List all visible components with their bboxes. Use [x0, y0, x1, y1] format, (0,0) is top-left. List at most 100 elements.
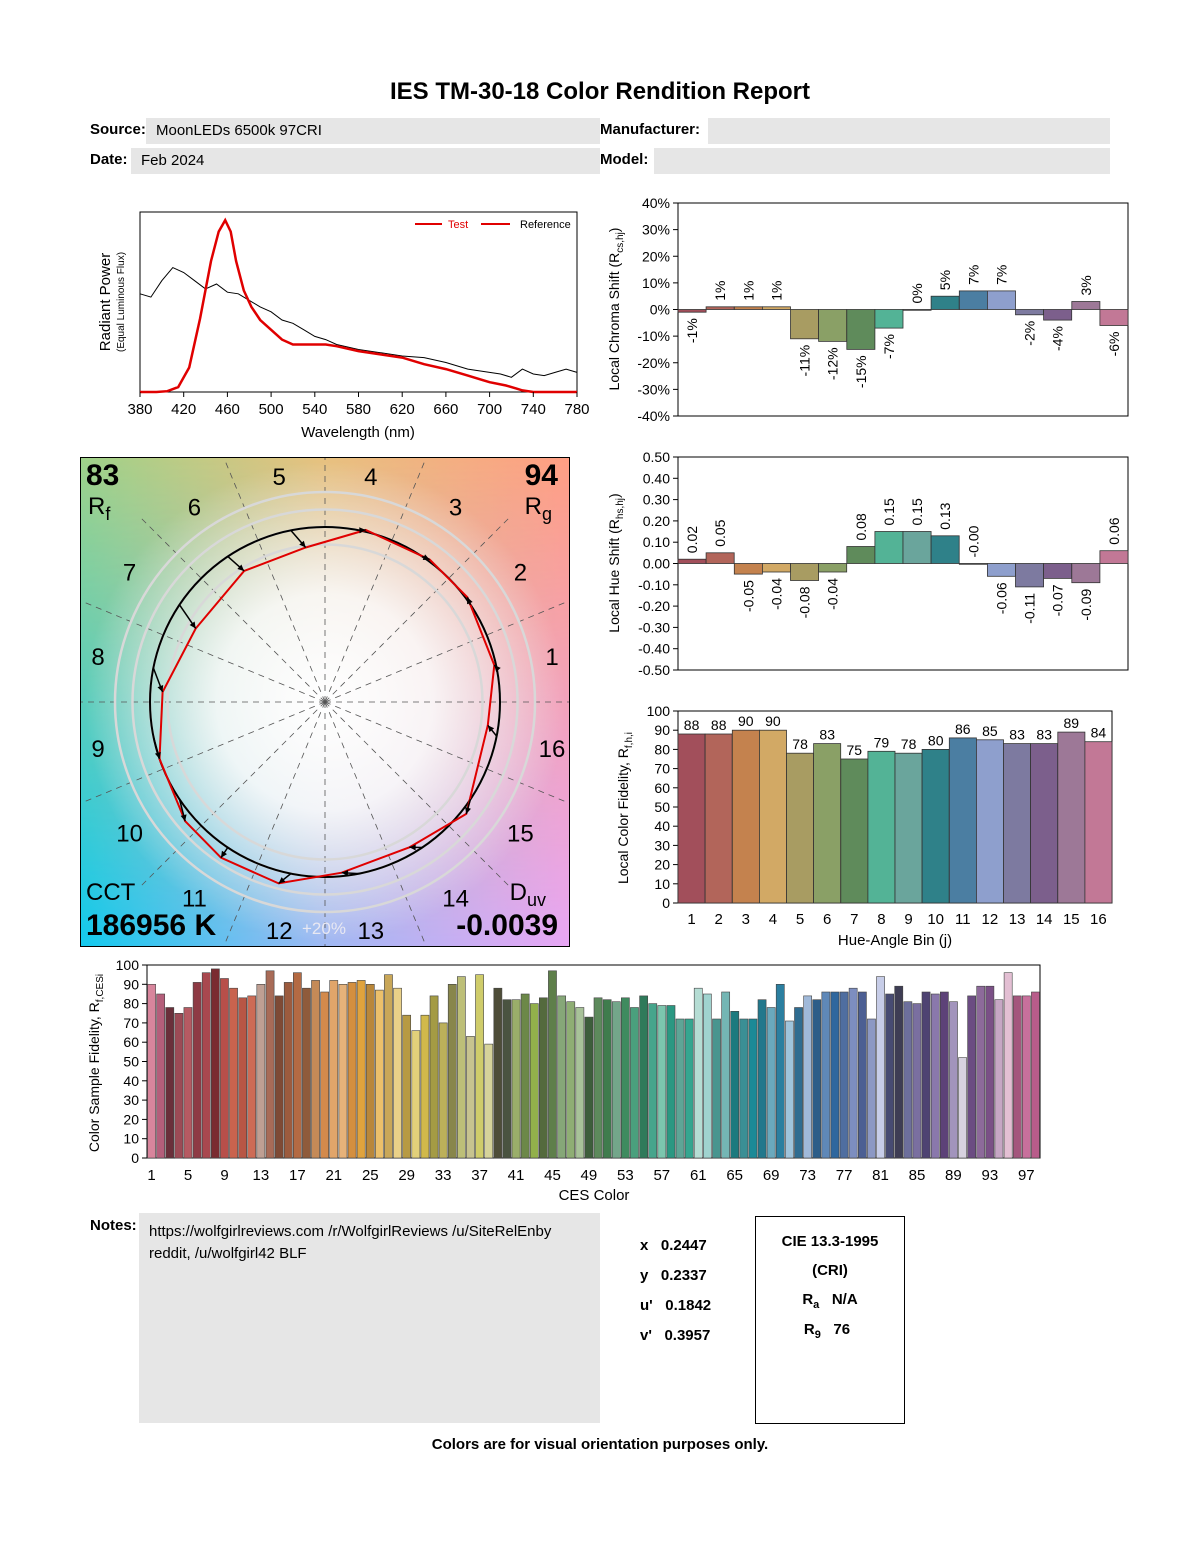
cvg-bin-label: 4: [364, 464, 377, 491]
ces-bar-29: [402, 1014, 412, 1159]
cf-xtick-label: 41: [508, 1167, 525, 1184]
spd-xtick-label: 380: [127, 401, 152, 418]
ces-bar-65: [730, 1010, 740, 1159]
ces-bar-39: [493, 987, 503, 1159]
ces-bar-64: [721, 991, 731, 1159]
ces-bar-10: [229, 987, 238, 1159]
bar-label-bin-6: -12%: [825, 347, 841, 380]
cf-ytick-label: 10: [123, 1131, 139, 1147]
duv-value: -0.0039: [456, 909, 558, 942]
ces-bar-61: [693, 987, 703, 1159]
cf-xtick-label: 85: [909, 1167, 926, 1184]
date-label: Date:: [90, 151, 128, 168]
bar-label-bin-9: 0.15: [909, 498, 925, 525]
cvg-arrowhead: [467, 597, 473, 605]
cf-xtick-label: 1: [147, 1167, 155, 1184]
ces-bar-62: [702, 993, 712, 1159]
ytick-label: 60: [654, 780, 670, 796]
ytick-label: 40%: [642, 195, 670, 211]
ytick-label: -30%: [637, 381, 670, 397]
ces-bar-20: [320, 991, 330, 1159]
bar-bin-8: [867, 750, 896, 904]
cvg-bin-label: 8: [91, 644, 104, 671]
cri-title-2: (CRI): [812, 1262, 848, 1279]
bar-bin-3: [733, 563, 763, 575]
cvg-arrowhead: [341, 869, 349, 877]
ces-bar-57: [657, 1005, 667, 1159]
cf-xtick-label: 93: [982, 1167, 999, 1184]
cf-xtick-label: 89: [945, 1167, 962, 1184]
cvg-arrowhead: [494, 665, 501, 672]
bar-bin-15: [1071, 301, 1101, 310]
cf-ytick-label: 50: [123, 1054, 139, 1070]
ces-bar-31: [420, 1014, 430, 1159]
xtick-label: 12: [982, 911, 999, 928]
ces-bar-54: [630, 1007, 639, 1159]
ces-bar-22: [338, 983, 348, 1159]
bar-bin-6: [818, 563, 848, 573]
cvg-frame: [80, 457, 570, 947]
ces-bar-13: [256, 983, 266, 1159]
ytick-label: -0.50: [638, 662, 670, 678]
xtick-label: 9: [904, 911, 912, 928]
ces-bar-76: [830, 991, 840, 1159]
ces-bar-79: [857, 991, 867, 1159]
cf-xtick-label: 77: [836, 1167, 853, 1184]
cs-ylabel: Local Chroma Shift (Rcs,hj): [606, 228, 626, 391]
ytick-label: 20: [654, 857, 670, 873]
bar-label-bin-14: 83: [1036, 727, 1052, 743]
bar-bin-6: [813, 743, 842, 904]
ytick-label: -40%: [637, 408, 670, 424]
ces-bar-67: [748, 1018, 758, 1159]
bar-bin-5: [790, 563, 820, 581]
bar-bin-12: [986, 290, 1016, 310]
cvg-arrowhead: [220, 850, 228, 858]
bar-label-bin-15: -0.09: [1078, 588, 1094, 620]
ces-bar-78: [848, 987, 858, 1159]
cf-xtick-label: 53: [617, 1167, 634, 1184]
ces-bar-45: [548, 970, 557, 1159]
bar-bin-2: [705, 306, 735, 310]
cf-ytick-label: 70: [123, 1015, 139, 1031]
bar-bin-15: [1071, 563, 1101, 584]
bar-label-bin-5: 78: [792, 736, 808, 752]
bar-bin-3: [731, 729, 760, 904]
ces-bar-66: [739, 1018, 749, 1159]
xtick-label: 13: [1009, 911, 1026, 928]
ytick-label: 50: [654, 799, 670, 815]
ytick-label: -20%: [637, 355, 670, 371]
ces-bar-83: [894, 985, 904, 1159]
bar-label-bin-2: 0.05: [712, 519, 728, 546]
cvg-bin-label: 12: [266, 918, 293, 945]
cf-xtick-label: 33: [435, 1167, 452, 1184]
ces-bar-43: [529, 1003, 539, 1159]
ces-bar-56: [648, 1003, 658, 1159]
ces-bar-80: [867, 1018, 876, 1159]
bar-bin-8: [874, 531, 904, 564]
bar-bin-10: [930, 295, 960, 310]
bar-bin-16: [1099, 550, 1129, 564]
duv-label: Duv: [509, 879, 546, 910]
manufacturer-field: [708, 118, 1110, 144]
color-sample-fidelity-chart: 0 10 20 30 40 50 60 70 80 90 100 1 5 9 13 17 21 25 29 33 37…: [86, 957, 1041, 1204]
spd-xtick-label: 700: [477, 401, 502, 418]
ces-bar-74: [812, 999, 822, 1159]
bar-label-bin-5: -0.08: [797, 586, 813, 618]
ces-bar-85: [912, 1003, 922, 1159]
ces-bar-58: [666, 1005, 676, 1159]
xtick-label: 14: [1036, 911, 1053, 928]
bar-label-bin-7: -15%: [853, 355, 869, 388]
ces-bar-15: [274, 995, 284, 1159]
cvg-bin-label: 1: [545, 644, 558, 671]
ytick-label: 0.50: [643, 449, 670, 465]
ytick-label: 0.40: [643, 470, 670, 486]
hs-ylabel: Local Hue Shift (Rhs,hj): [606, 493, 626, 632]
ces-bar-81: [876, 976, 885, 1159]
cvg-ring: [113, 490, 537, 914]
bar-label-bin-12: -0.06: [993, 582, 1009, 614]
cvg-bin-label: 11: [182, 885, 207, 912]
ces-bar-30: [411, 1030, 421, 1159]
bar-label-bin-12: 7%: [993, 265, 1009, 285]
notes-line-1: https://wolfgirlreviews.com /r/WolfgirlR…: [149, 1223, 552, 1240]
local-hue-shift-chart: -0.50 -0.40 -0.30 -0.20 -0.10 0.00 0.10 0.20 0.3…: [606, 449, 1129, 678]
